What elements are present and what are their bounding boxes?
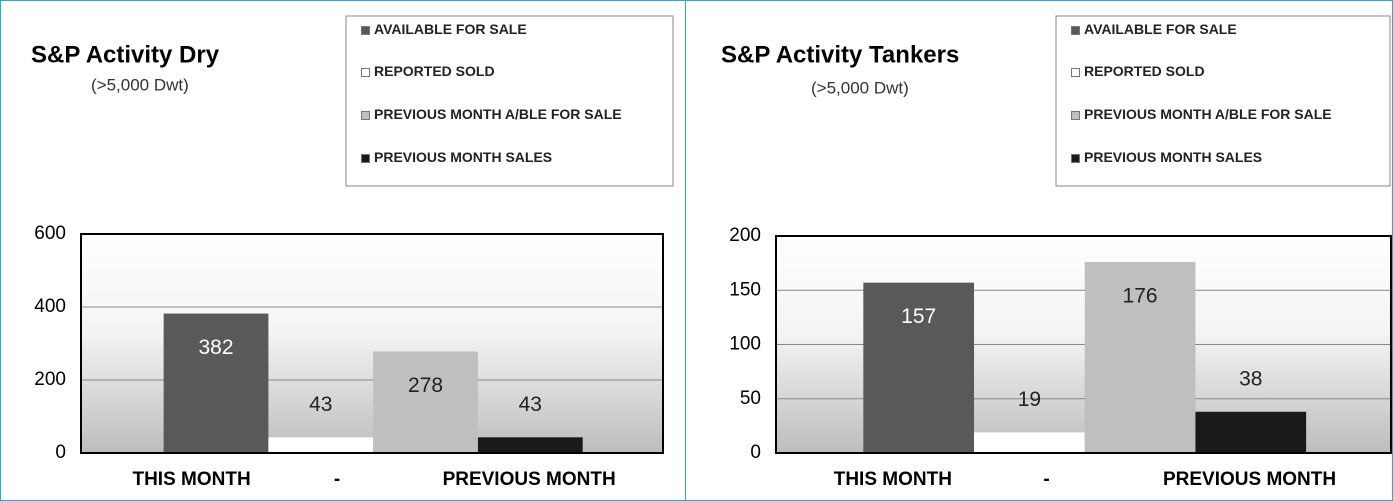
bar: [863, 282, 975, 453]
value-label: 382: [199, 336, 234, 359]
legend-label: REPORTED SOLD: [374, 63, 495, 79]
legend-item: PREVIOUS MONTH A/BLE FOR SALE: [361, 107, 658, 122]
legend-swatch: [1071, 68, 1080, 77]
chart-subtitle: (>5,000 Dwt): [811, 78, 909, 97]
value-label: 176: [1123, 285, 1158, 308]
y-tick-label: 400: [34, 296, 66, 317]
legend-swatch: [361, 68, 370, 77]
y-tick-label: 200: [729, 225, 761, 246]
bar: [268, 437, 374, 453]
y-tick-label: 50: [740, 388, 761, 409]
legend-item: AVAILABLE FOR SALE: [1071, 22, 1375, 37]
legend-swatch: [361, 111, 370, 120]
bar: [974, 432, 1085, 453]
legend-item: PREVIOUS MONTH A/BLE FOR SALE: [1071, 107, 1375, 122]
value-label: 278: [408, 374, 443, 397]
value-label: 19: [1018, 388, 1041, 411]
legend-swatch: [1071, 154, 1080, 163]
x-tick-label: THIS MONTH: [132, 469, 250, 490]
y-tick-label: 0: [55, 442, 66, 463]
legend-swatch: [1071, 111, 1080, 120]
value-label: 38: [1239, 367, 1262, 390]
legend-item: REPORTED SOLD: [361, 64, 658, 79]
legend-item: AVAILABLE FOR SALE: [361, 22, 658, 37]
bar: [163, 313, 269, 453]
x-tick-label: -: [334, 469, 340, 490]
legend-label: REPORTED SOLD: [1084, 63, 1205, 79]
chart-title: S&P Activity Dry: [31, 41, 220, 68]
chart: S&P Activity Tankers (>5,000 Dwt) 0 50 100 15…: [721, 15, 1392, 490]
value-label: 43: [519, 393, 542, 416]
legend-box: [345, 15, 674, 187]
plot-border: [80, 233, 664, 454]
divider: [685, 1, 686, 500]
legend-swatch: [361, 26, 370, 35]
legend-label: PREVIOUS MONTH SALES: [374, 149, 553, 165]
y-tick-label: 0: [750, 442, 761, 463]
legend-box: [1055, 15, 1391, 187]
legend-swatch: [1071, 26, 1080, 35]
legend-label: PREVIOUS MONTH SALES: [1084, 149, 1263, 165]
x-tick-label: THIS MONTH: [834, 469, 952, 490]
legend-label: AVAILABLE FOR SALE: [374, 22, 527, 37]
x-tick-label: PREVIOUS MONTH: [443, 469, 616, 490]
value-label: 157: [901, 305, 936, 328]
legend-item: REPORTED SOLD: [1071, 64, 1375, 79]
legend-label: AVAILABLE FOR SALE: [1084, 22, 1237, 37]
legend: AVAILABLE FOR SALE REPORTED SOLD PREVIOUS …: [361, 22, 658, 165]
value-label: 43: [309, 393, 332, 416]
bar: [1195, 411, 1307, 453]
x-tick-label: PREVIOUS MONTH: [1163, 469, 1336, 490]
y-tick-label: 150: [729, 279, 761, 300]
legend-item: PREVIOUS MONTH SALES: [1071, 150, 1375, 165]
legend-swatch: [361, 154, 370, 163]
bar: [373, 351, 478, 453]
bar: [477, 437, 583, 453]
x-tick-label: -: [1043, 469, 1049, 490]
chart: S&P Activity Dry (>5,000 Dwt) 0 200 400 600 38…: [31, 15, 674, 490]
plot-border: [775, 235, 1392, 454]
bar: [1084, 262, 1196, 453]
legend-label: PREVIOUS MONTH A/BLE FOR SALE: [374, 106, 622, 122]
legend: AVAILABLE FOR SALE REPORTED SOLD PREVIOUS …: [1071, 22, 1375, 165]
y-tick-label: 100: [729, 334, 761, 355]
legend-label: PREVIOUS MONTH A/BLE FOR SALE: [1084, 106, 1332, 122]
legend-item: PREVIOUS MONTH SALES: [361, 150, 658, 165]
y-tick-label: 600: [34, 223, 66, 244]
chart-title: S&P Activity Tankers: [721, 41, 959, 68]
y-tick-label: 200: [34, 369, 66, 390]
chart-subtitle: (>5,000 Dwt): [91, 75, 189, 94]
